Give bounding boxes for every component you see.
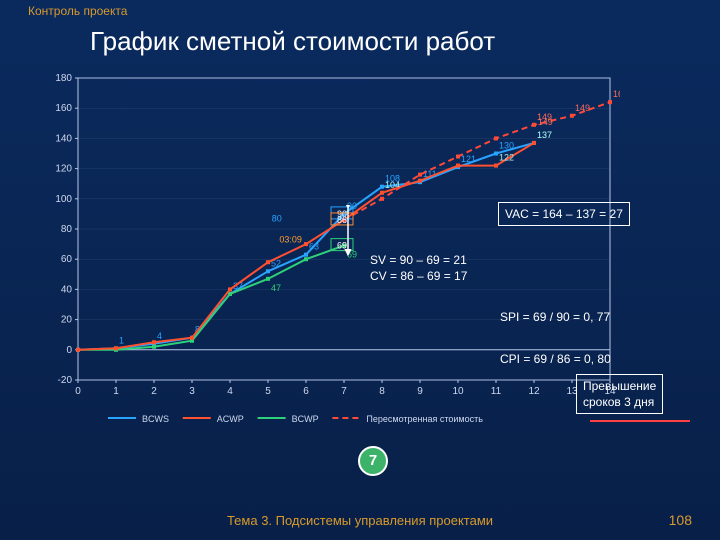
cpi-note: CPI = 69 / 86 = 0, 80 [500,352,611,368]
svg-text:120: 120 [55,164,72,175]
svg-text:BCWS: BCWS [142,414,169,424]
overrun-underline [590,420,690,422]
svg-text:-20: -20 [58,375,73,386]
svg-text:140: 140 [55,133,72,144]
svg-text:80: 80 [61,224,73,235]
overrun-box: Превышение сроков 3 дня [576,374,663,414]
chart-area: -200204060801001201401601800123456789101… [40,70,620,440]
svg-text:1: 1 [119,335,124,345]
svg-text:47: 47 [271,283,281,293]
vac-box: VAC = 164 – 137 = 27 [498,202,630,226]
svg-text:4: 4 [157,331,162,341]
svg-text:4: 4 [227,386,233,397]
svg-text:Пересмотренная стоимость: Пересмотренная стоимость [366,414,483,424]
svg-text:3: 3 [189,386,195,397]
svg-text:12: 12 [528,386,540,397]
svg-text:0: 0 [75,386,81,397]
svg-text:80: 80 [272,213,282,223]
svg-text:6: 6 [303,386,309,397]
svg-text:180: 180 [55,73,72,84]
svg-text:121: 121 [461,154,476,164]
svg-text:11: 11 [491,386,502,397]
svg-text:160: 160 [55,103,72,114]
svg-text:5: 5 [265,386,271,397]
svg-text:149: 149 [538,117,553,127]
svg-text:164: 164 [613,89,620,99]
svg-text:122: 122 [499,153,514,163]
svg-text:100: 100 [55,194,72,205]
svg-text:9: 9 [417,386,423,397]
svg-text:2: 2 [151,386,157,397]
svg-text:1: 1 [113,386,119,397]
svg-text:60: 60 [61,254,73,265]
sv-cv-note: SV = 90 – 69 = 21 CV = 86 – 69 = 17 [370,253,467,284]
sv-cv-arrow-icon [338,205,378,265]
svg-text:20: 20 [61,315,73,326]
svg-text:149: 149 [575,103,590,113]
svg-text:63: 63 [309,242,319,252]
svg-text:130: 130 [499,141,514,151]
svg-text:40: 40 [61,284,73,295]
cost-line-chart: -200204060801001201401601800123456789101… [40,70,620,440]
svg-text:137: 137 [537,130,552,140]
svg-text:BCWP: BCWP [292,414,319,424]
breadcrumb: Контроль проекта [28,4,127,18]
topic-badge: 7 [358,446,388,476]
svg-text:ACWP: ACWP [217,414,244,424]
spi-note: SPI = 69 / 90 = 0, 77 [500,310,610,326]
svg-text:03:09: 03:09 [279,235,302,245]
svg-text:0: 0 [66,345,72,356]
svg-text:7: 7 [341,386,347,397]
footer-caption: Тема 3. Подсистемы управления проектами [0,513,720,528]
page-title: График сметной стоимости работ [90,26,495,57]
svg-text:10: 10 [452,386,464,397]
page-number: 108 [669,512,692,528]
svg-text:8: 8 [379,386,385,397]
